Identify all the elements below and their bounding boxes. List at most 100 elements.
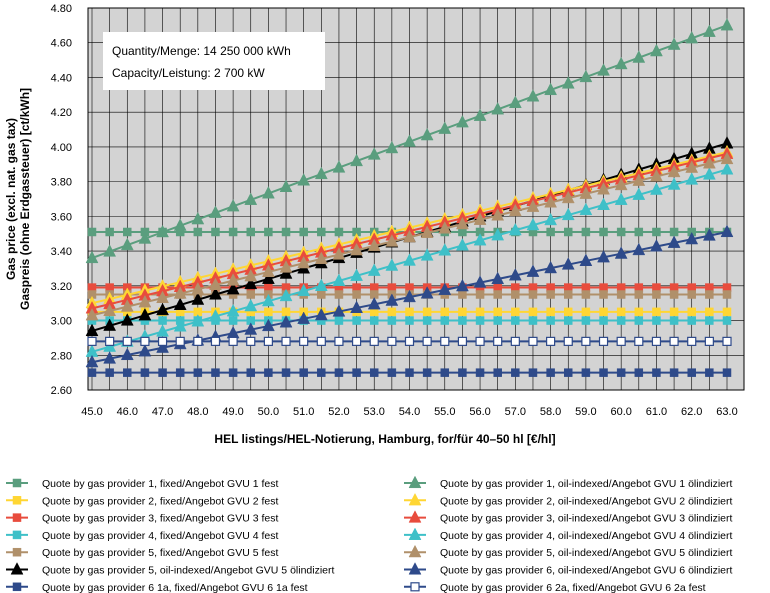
y-tick-label: 3.80 (51, 177, 72, 189)
data-point (279, 179, 293, 192)
data-point (669, 316, 679, 325)
data-point (475, 290, 485, 299)
legend-item: Quote by gas provider 5, oil-indexed/Ang… (404, 544, 732, 559)
data-point (528, 336, 538, 346)
data-point (652, 290, 661, 299)
data-point (564, 368, 573, 377)
data-point (510, 336, 520, 346)
data-point (491, 271, 505, 285)
data-point (634, 368, 644, 377)
data-point (508, 268, 522, 281)
data-point (687, 316, 696, 325)
data-point (632, 242, 646, 256)
data-point (314, 251, 328, 264)
data-point (561, 257, 575, 270)
legend: Quote by gas provider 1, fixed/Angebot G… (6, 475, 732, 593)
info-box: Quantity/Menge: 14 250 000 kWh Capacity/… (103, 32, 325, 90)
legend-marker (408, 475, 422, 489)
data-point (105, 336, 115, 346)
data-point (193, 227, 203, 237)
data-point (120, 237, 134, 251)
data-point (211, 368, 220, 377)
data-point (561, 207, 575, 221)
data-point (85, 323, 99, 337)
x-tick-label: 62.0 (681, 406, 702, 418)
data-point (597, 182, 610, 195)
data-point (722, 290, 732, 299)
data-point (244, 298, 258, 312)
data-point (597, 63, 610, 76)
data-point (156, 290, 169, 304)
series-layer (85, 18, 734, 377)
data-point (669, 227, 679, 237)
x-tick-label: 49.0 (222, 406, 243, 418)
series-12 (85, 151, 734, 321)
data-point (367, 296, 381, 310)
data-point (511, 368, 520, 377)
data-point (687, 336, 697, 346)
data-point (281, 336, 291, 346)
data-point (281, 368, 291, 377)
y-tick-label: 4.40 (51, 72, 72, 84)
data-point (317, 368, 326, 377)
data-point (173, 286, 187, 299)
data-point (493, 336, 503, 346)
data-point (175, 368, 185, 377)
data-point (405, 316, 414, 325)
legend-marker (408, 492, 422, 506)
data-point (511, 316, 520, 325)
data-point (599, 227, 608, 237)
x-tick-label: 51.0 (293, 406, 314, 418)
series-8 (85, 18, 734, 264)
legend-label: Quote by gas provider 1, fixed/Angebot G… (42, 478, 278, 490)
legend-item: Quote by gas provider 4, fixed/Angebot G… (6, 530, 278, 542)
data-point (420, 127, 434, 141)
data-point (299, 227, 308, 237)
data-point (473, 108, 487, 121)
data-point (138, 307, 152, 321)
data-point (546, 316, 555, 325)
data-point (156, 302, 169, 316)
data-point (264, 227, 273, 237)
data-point (264, 307, 273, 317)
data-point (579, 69, 593, 83)
data-point (103, 303, 117, 317)
legend-marker (408, 562, 422, 575)
data-point (246, 227, 255, 237)
data-point (475, 336, 485, 346)
data-point (546, 368, 555, 377)
data-point (226, 303, 240, 317)
data-point (581, 227, 591, 237)
data-point (246, 290, 255, 299)
data-point (458, 316, 467, 325)
data-point (226, 281, 240, 295)
legend-marker (12, 478, 22, 488)
series-14 (87, 336, 732, 346)
data-point (246, 368, 255, 377)
data-point (191, 281, 205, 295)
data-point (702, 228, 716, 241)
data-point (493, 316, 502, 325)
data-point (528, 368, 538, 377)
data-point (228, 227, 238, 237)
data-point (634, 227, 644, 237)
y-tick-label: 2.60 (51, 385, 72, 397)
data-point (614, 56, 628, 70)
data-point (314, 307, 328, 321)
data-point (546, 290, 555, 299)
data-point (385, 140, 399, 154)
data-point (332, 247, 346, 260)
data-point (422, 307, 432, 317)
data-point (120, 313, 134, 326)
legend-item: Quote by gas provider 6, oil-indexed/Ang… (404, 562, 732, 577)
data-point (387, 307, 397, 317)
data-point (579, 186, 593, 199)
x-tick-label: 52.0 (328, 406, 349, 418)
data-point (597, 249, 610, 263)
data-point (317, 227, 326, 237)
data-point (261, 271, 275, 284)
data-point (352, 290, 361, 299)
data-point (123, 227, 132, 237)
data-point (651, 336, 662, 346)
x-tick-label: 45.0 (81, 406, 102, 418)
